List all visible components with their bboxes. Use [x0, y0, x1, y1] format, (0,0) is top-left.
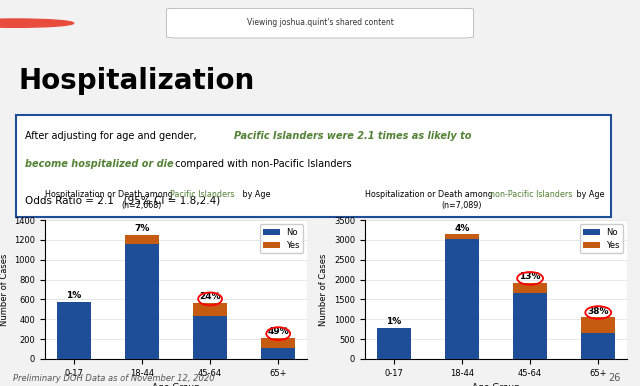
Bar — [125, 244, 159, 359]
X-axis label: Age Group: Age Group — [152, 383, 200, 386]
Text: After adjusting for age and gender,: After adjusting for age and gender, — [25, 131, 200, 141]
Text: 26: 26 — [608, 373, 620, 383]
Text: Odds Ratio = 2.1   (95% CI = 1.8,2.4): Odds Ratio = 2.1 (95% CI = 1.8,2.4) — [25, 196, 220, 206]
Bar — [261, 338, 295, 348]
Text: Hospitalization: Hospitalization — [18, 67, 255, 95]
Text: compared with non-Pacific Islanders: compared with non-Pacific Islanders — [172, 159, 352, 169]
Text: Viewing joshua.quint's shared content: Viewing joshua.quint's shared content — [246, 18, 394, 27]
Bar — [581, 333, 615, 359]
Text: 13%: 13% — [519, 273, 541, 281]
Bar — [581, 317, 615, 333]
Text: Preliminary DOH Data as of November 12, 2020: Preliminary DOH Data as of November 12, … — [13, 374, 214, 383]
Bar — [261, 348, 295, 359]
Y-axis label: Number of Cases: Number of Cases — [319, 253, 328, 326]
X-axis label: Age Group: Age Group — [472, 383, 520, 386]
Text: (n=2,668): (n=2,668) — [122, 201, 162, 210]
Text: 1%: 1% — [386, 317, 401, 326]
Bar — [445, 239, 479, 359]
Bar — [193, 316, 227, 359]
Text: 1%: 1% — [66, 291, 81, 300]
Bar — [377, 328, 411, 359]
Text: Hospitalization or Death among: Hospitalization or Death among — [45, 190, 175, 199]
Text: 7%: 7% — [134, 224, 150, 233]
Legend: No, Yes: No, Yes — [260, 224, 303, 253]
Bar — [513, 293, 547, 359]
Text: Pacific Islanders were 2.1 times as likely to: Pacific Islanders were 2.1 times as like… — [234, 131, 472, 141]
Text: non-Pacific Islanders: non-Pacific Islanders — [490, 190, 572, 199]
Legend: No, Yes: No, Yes — [580, 224, 623, 253]
Text: become hospitalized or die: become hospitalized or die — [25, 159, 173, 169]
Text: (n=7,089): (n=7,089) — [442, 201, 482, 210]
Bar — [513, 283, 547, 293]
Text: by Age: by Age — [240, 190, 271, 199]
Bar — [193, 303, 227, 316]
Text: 49%: 49% — [268, 327, 289, 336]
Text: 4%: 4% — [454, 223, 470, 232]
Text: Hospitalization or Death among: Hospitalization or Death among — [365, 190, 495, 199]
Bar — [57, 302, 91, 359]
Bar — [125, 235, 159, 244]
Circle shape — [0, 19, 74, 27]
Text: by Age: by Age — [574, 190, 605, 199]
Text: 24%: 24% — [199, 292, 221, 301]
Text: 38%: 38% — [588, 306, 609, 315]
Bar — [445, 234, 479, 239]
FancyBboxPatch shape — [16, 115, 611, 217]
Text: Pacific Islanders: Pacific Islanders — [170, 190, 234, 199]
FancyBboxPatch shape — [166, 8, 474, 38]
Y-axis label: Number of Cases: Number of Cases — [0, 253, 8, 326]
